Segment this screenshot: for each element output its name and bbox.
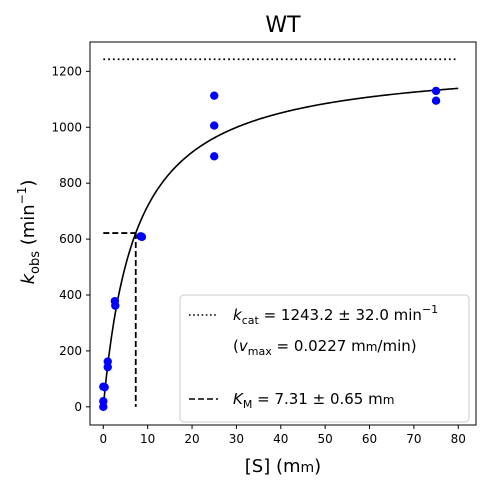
x-tick-label: 20 (184, 432, 199, 446)
y-tick-label: 600 (59, 232, 82, 246)
data-point (431, 86, 441, 96)
x-tick-label: 10 (140, 432, 155, 446)
y-tick-label: 200 (59, 344, 82, 358)
y-tick-label: 1000 (51, 120, 82, 134)
fit-curve (102, 87, 459, 407)
y-axis-label: kobs (min−1) (15, 180, 43, 285)
y-tick-label: 0 (74, 400, 82, 414)
x-tick-label: 30 (229, 432, 244, 446)
y-tick-label: 400 (59, 288, 82, 302)
legend-entry-vmax: (vmax = 0.0227 mm/min) (233, 337, 417, 358)
data-point (137, 232, 147, 242)
y-tick-label: 1200 (51, 64, 82, 78)
data-point (210, 121, 219, 130)
x-axis-label: [S] (mm) (245, 456, 321, 477)
y-tick-label: 800 (59, 176, 82, 190)
x-tick-label: 50 (318, 432, 333, 446)
data-point (431, 96, 441, 105)
data-point (99, 397, 108, 406)
axes-frame (89, 41, 477, 426)
x-tick-label: 0 (99, 432, 107, 446)
x-tick-label: 70 (406, 432, 421, 446)
data-point (100, 383, 109, 392)
legend-entry-kcat: kcat = 1243.2 ± 32.0 min−1 (233, 303, 438, 327)
data-point (111, 301, 120, 310)
x-tick-label: 60 (362, 432, 377, 446)
chart-title: WT (265, 13, 301, 38)
data-point (210, 152, 219, 161)
legend: kcat = 1243.2 ± 32.0 min−1 (vmax = 0.022… (179, 294, 470, 423)
x-tick-label: 40 (273, 432, 288, 446)
legend-entry-km: KM = 7.31 ± 0.65 mm (233, 390, 394, 411)
data-point (210, 91, 219, 100)
data-point (103, 362, 112, 372)
x-tick-label: 80 (451, 432, 466, 446)
legend-frame (179, 294, 470, 423)
